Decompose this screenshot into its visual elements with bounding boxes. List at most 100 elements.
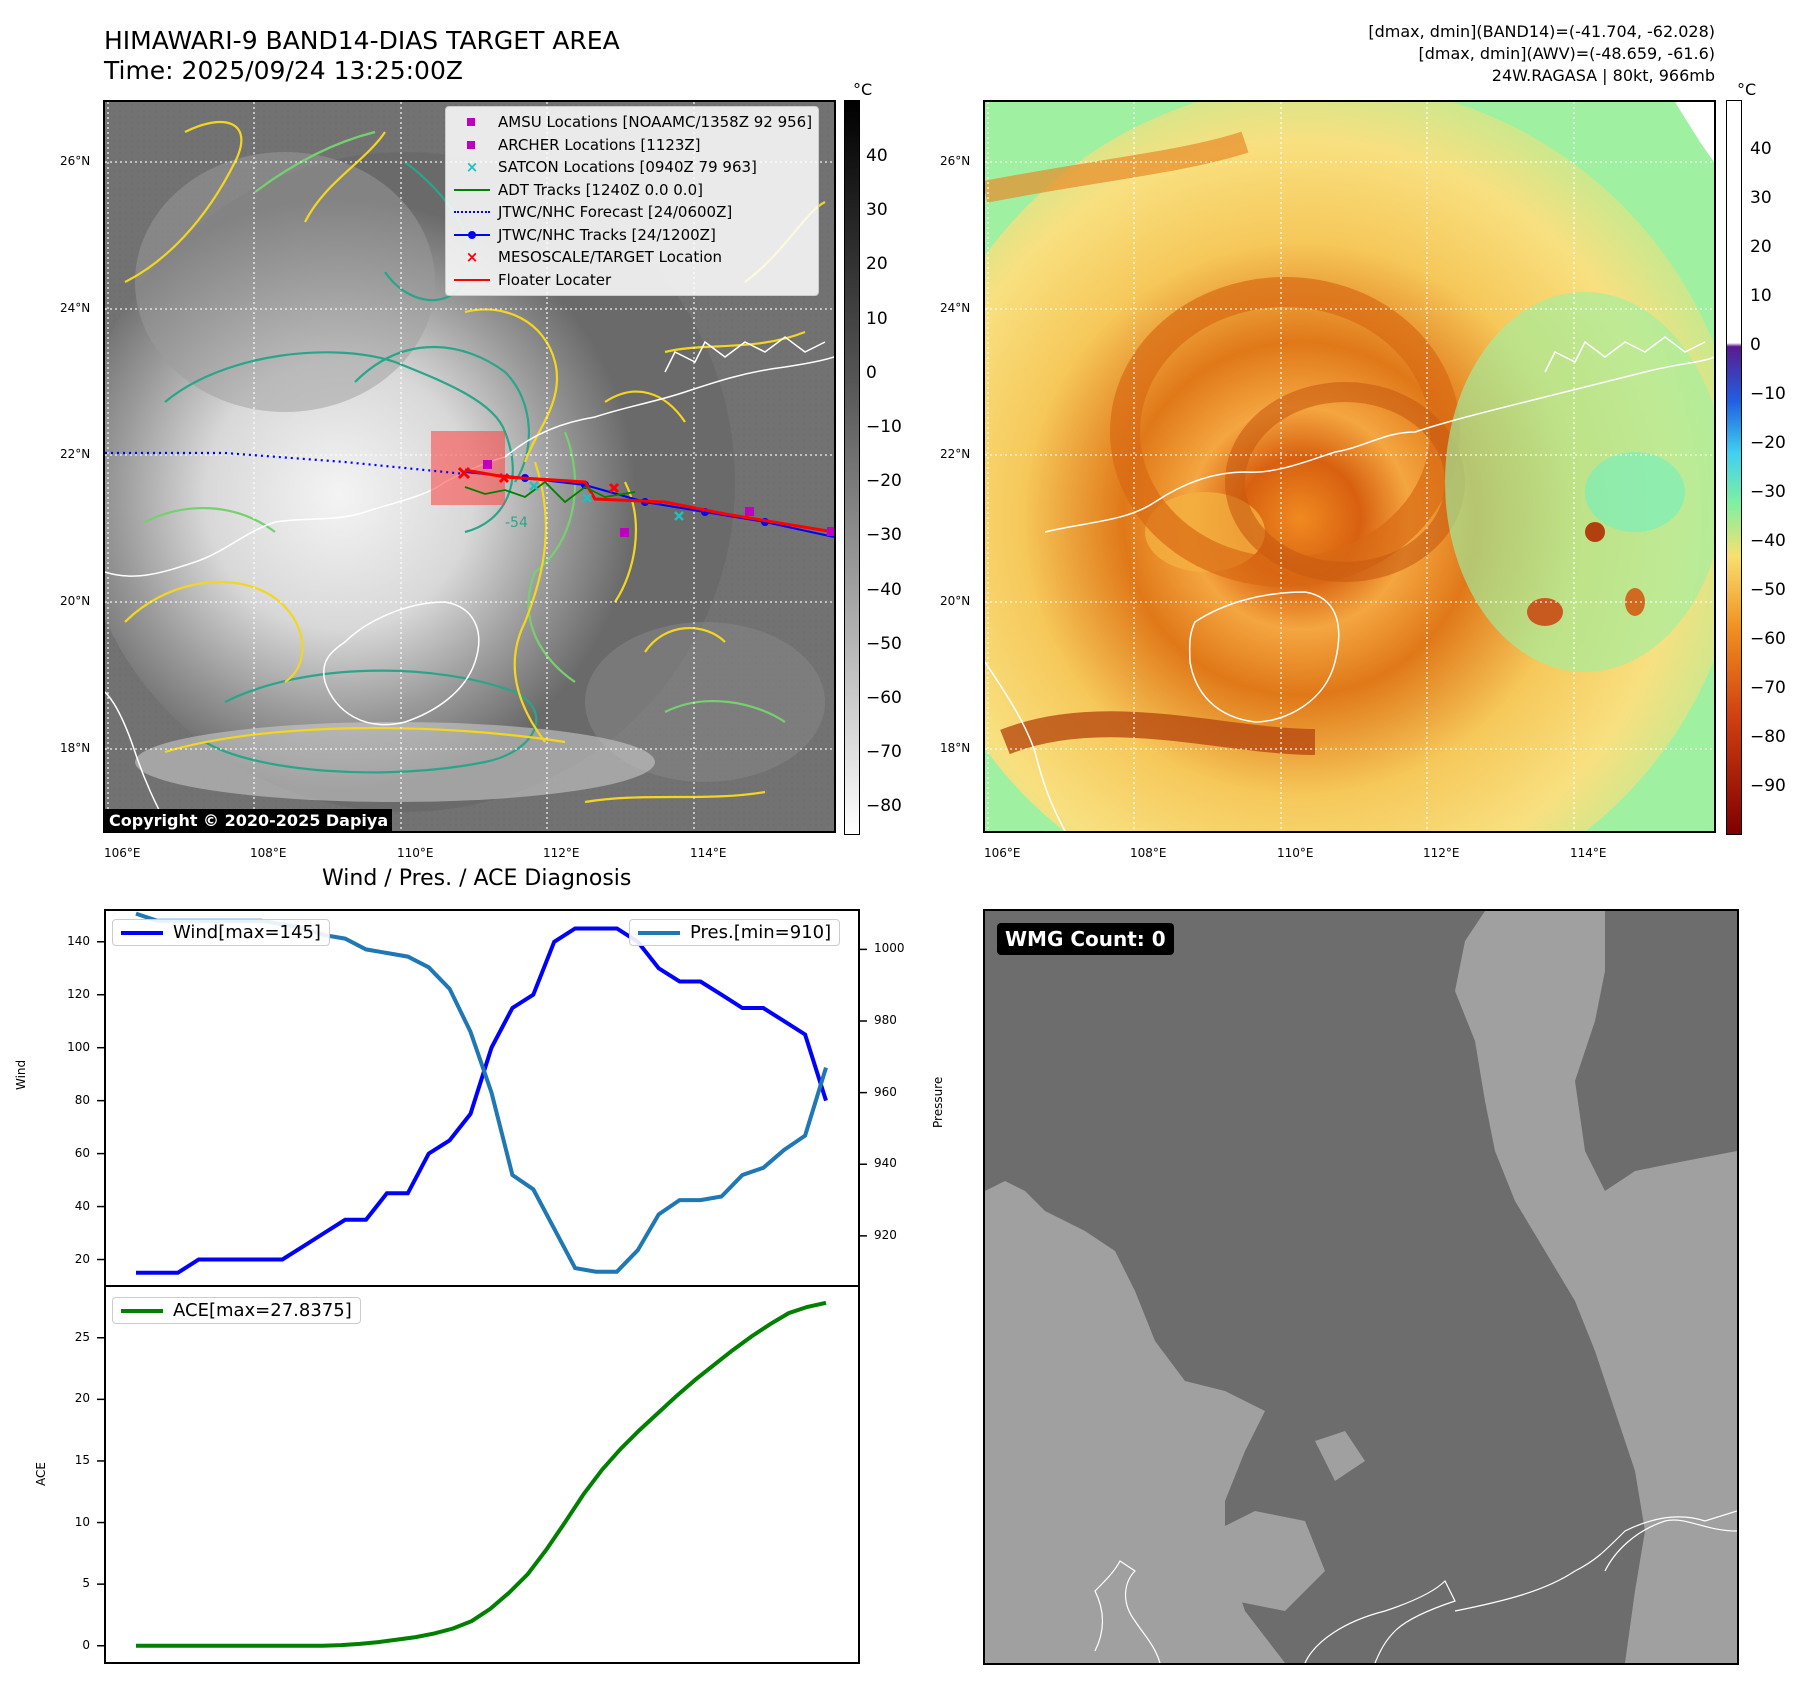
- storm-info: 24W.RAGASA | 80kt, 966mb: [1491, 66, 1715, 85]
- pressure-axis-tick-label: 980: [874, 1013, 897, 1027]
- lon-label: 112°E: [1423, 846, 1460, 860]
- lon-label: 106°E: [984, 846, 1021, 860]
- diagnosis-chart: [97, 909, 867, 1664]
- contour-label: -54: [505, 515, 528, 531]
- wmg-image: [985, 911, 1737, 1663]
- colorbar-left-tick: −80: [866, 796, 902, 817]
- ace-axis-label: ACE: [34, 1462, 48, 1486]
- lat-label: 24°N: [940, 301, 971, 315]
- pressure-legend: Pres.[min=910]: [629, 919, 841, 946]
- legend-item-target: × MESOSCALE/TARGET Location: [465, 248, 723, 267]
- colorbar-right-tick: −40: [1750, 531, 1786, 551]
- band14-range-info: [dmax, dmin](BAND14)=(-41.704, -62.028): [1368, 22, 1715, 41]
- lat-label: 22°N: [940, 447, 971, 461]
- colorbar-left-tick: −10: [866, 417, 902, 437]
- colorbar-left-tick: 10: [866, 308, 888, 329]
- lon-label: 114°E: [1570, 846, 1607, 860]
- wind-axis-tick-label: 120: [67, 986, 90, 1001]
- ir-map-panel: -54: [103, 100, 836, 833]
- colorbar-right-tick: 20: [1750, 237, 1772, 257]
- colorbar-left-tick: 40: [866, 146, 888, 166]
- colorbar-right: [1726, 100, 1742, 835]
- colorbar-left: [844, 100, 860, 835]
- colorbar-right-tick: −50: [1750, 580, 1786, 600]
- lat-label: 24°N: [60, 301, 91, 315]
- diagnosis-title: Wind / Pres. / ACE Diagnosis: [322, 866, 632, 891]
- colorbar-right-tick: −90: [1750, 776, 1786, 796]
- colorbar-right-unit: °C: [1737, 80, 1757, 99]
- colorbar-right-tick: 0: [1750, 335, 1761, 355]
- legend-item-adt: ADT Tracks [1240Z 0.0 0.0]: [452, 179, 812, 202]
- wind-axis-tick-label: 20: [74, 1251, 90, 1266]
- wind-axis-tick-label: 80: [74, 1092, 90, 1107]
- figure-title: HIMAWARI-9 BAND14-DIAS TARGET AREA: [104, 26, 620, 55]
- ace-axis-tick-label: 10: [74, 1514, 90, 1529]
- lon-label: 108°E: [1130, 846, 1167, 860]
- colorbar-right-tick: −10: [1750, 384, 1786, 404]
- wind-pressure-axes: [104, 909, 860, 1287]
- ace-axis-tick-label: 20: [74, 1391, 90, 1406]
- colorbar-right-tick: −20: [1750, 433, 1786, 453]
- ace-axis-tick-label: 5: [82, 1576, 90, 1591]
- diagnosis-panel: Wind[max=145] Pres.[min=910] ACE[max=27.…: [97, 909, 867, 1665]
- wind-axis-tick-label: 140: [67, 933, 90, 948]
- colorbar-left-tick: −70: [866, 742, 902, 763]
- colorbar-left-tick: 30: [866, 200, 888, 221]
- ace-legend: ACE[max=27.8375]: [112, 1297, 361, 1324]
- awv-map-panel: [983, 100, 1716, 833]
- colorbar-left-tick: −60: [866, 688, 902, 708]
- legend-item-amsu: AMSU Locations [NOAAMC/1358Z 92 956]: [452, 111, 812, 134]
- wind-axis-label: Wind: [14, 1059, 28, 1090]
- colorbar-right-tick: −80: [1750, 727, 1786, 747]
- ace-axis-tick-label: 0: [82, 1637, 90, 1652]
- ace-axis-tick-label: 15: [74, 1452, 90, 1467]
- lat-label: 18°N: [940, 741, 971, 755]
- wmg-count-label: WMG Count: 0: [997, 923, 1174, 955]
- colorbar-left-tick: 0: [866, 362, 877, 383]
- colorbar-right-tick: −30: [1750, 482, 1786, 502]
- legend-item-jtwc-tracks: JTWC/NHC Tracks [24/1200Z]: [452, 224, 812, 247]
- colorbar-right-tick: 10: [1750, 286, 1772, 306]
- wind-legend: Wind[max=145]: [112, 919, 330, 946]
- ace-axis-tick-label: 25: [74, 1329, 90, 1344]
- wind-axis-tick-label: 60: [74, 1145, 90, 1160]
- ace-series-line: [136, 1300, 827, 1648]
- figure-time: Time: 2025/09/24 13:25:00Z: [104, 56, 463, 85]
- wmg-panel: WMG Count: 0: [983, 909, 1739, 1665]
- lon-label: 108°E: [250, 846, 287, 860]
- lat-label: 20°N: [60, 594, 91, 608]
- colorbar-left-tick: −50: [866, 633, 902, 654]
- pressure-axis-tick-label: 920: [874, 1227, 897, 1242]
- lon-label: 114°E: [690, 846, 727, 860]
- legend-item-archer: ARCHER Locations [1123Z]: [452, 134, 812, 157]
- colorbar-left-tick: −20: [866, 471, 902, 492]
- lat-label: 20°N: [940, 594, 971, 608]
- legend-item-forecast: JTWC/NHC Forecast [24/0600Z]: [452, 201, 812, 224]
- awv-map-image: [985, 102, 1714, 831]
- colorbar-right-tick: −60: [1750, 629, 1786, 649]
- colorbar-left-unit: °C: [853, 80, 873, 99]
- legend-item-satcon: × SATCON Locations [0940Z 79 963]: [465, 158, 757, 177]
- lat-label: 22°N: [60, 447, 91, 461]
- colorbar-right-tick: 40: [1750, 139, 1772, 159]
- pressure-axis-label: Pressure: [931, 1076, 945, 1128]
- wind-axis-tick-label: 100: [67, 1039, 90, 1054]
- colorbar-left-tick: 20: [866, 254, 888, 275]
- legend-item-floater: Floater Locater: [452, 269, 812, 292]
- copyright-label: Copyright © 2020-2025 Dapiya: [105, 809, 393, 831]
- colorbar-left-tick: −30: [866, 525, 902, 546]
- lat-label: 18°N: [60, 741, 91, 755]
- lon-label: 112°E: [543, 846, 580, 860]
- awv-range-info: [dmax, dmin](AWV)=(-48.659, -61.6): [1418, 44, 1715, 63]
- wind-axis-tick-label: 40: [74, 1198, 90, 1213]
- lon-label: 110°E: [1277, 846, 1314, 860]
- lon-label: 106°E: [104, 846, 141, 860]
- pressure-axis-tick-label: 960: [874, 1084, 897, 1099]
- pressure-axis-tick-label: 1000: [874, 941, 905, 956]
- lon-label: 110°E: [397, 846, 434, 860]
- colorbar-right-tick: 30: [1750, 188, 1772, 208]
- wind-series-line: [136, 926, 828, 1275]
- colorbar-left-tick: −40: [866, 579, 902, 600]
- lat-label: 26°N: [940, 154, 971, 168]
- forecast-track: [105, 451, 466, 476]
